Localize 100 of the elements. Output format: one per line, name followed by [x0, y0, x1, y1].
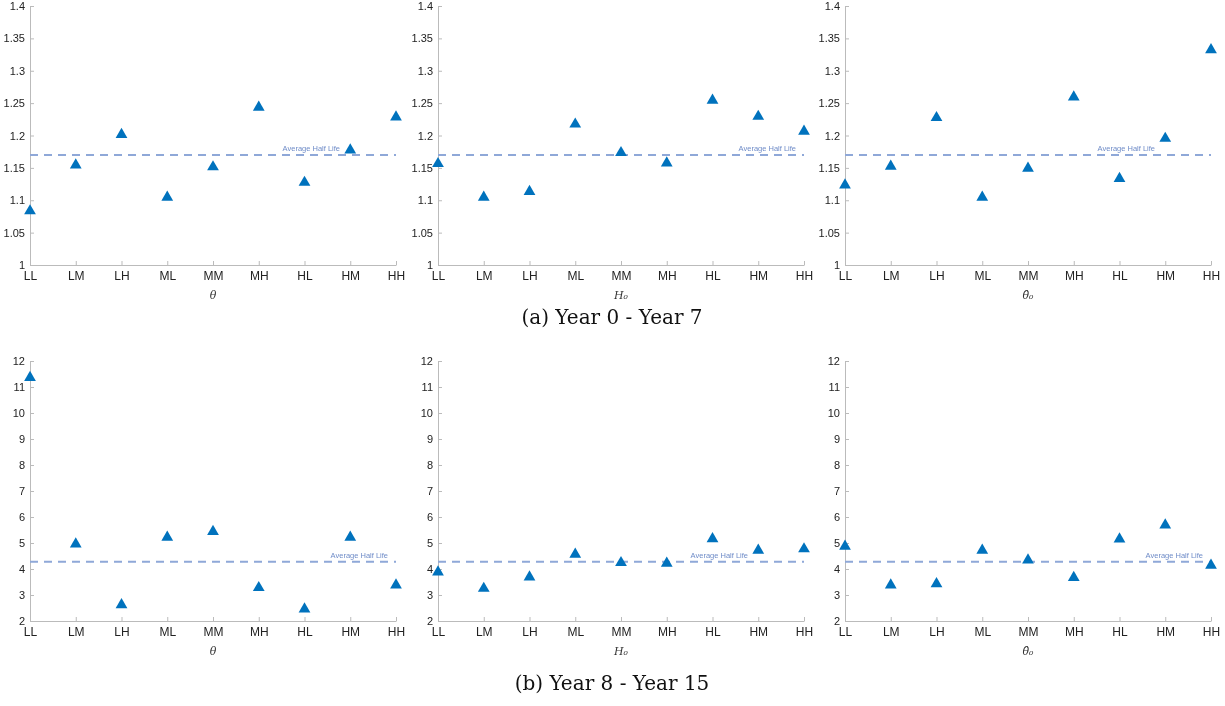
y-tick-label: 2	[426, 615, 433, 628]
x-tick-label: LH	[929, 624, 945, 639]
x-tick-label: HL	[705, 268, 721, 283]
y-tick-label: 6	[426, 511, 433, 524]
y-tick-label: 1.1	[417, 194, 433, 207]
y-tick-label: 1.2	[417, 129, 433, 142]
y-tick-label: 9	[833, 433, 840, 446]
x-tick-label: LM	[475, 268, 493, 283]
x-tick-label: ML	[159, 268, 177, 283]
y-tick-label: 3	[18, 589, 25, 602]
x-tick-label: HL	[1112, 624, 1128, 639]
y-tick-label: 1.2	[824, 129, 840, 142]
x-tick-label: LL	[838, 624, 853, 639]
y-tick-label: 4	[833, 563, 840, 576]
x-tick-label: LL	[431, 268, 446, 283]
y-tick-label: 1.4	[9, 0, 25, 13]
x-tick-label: LL	[838, 268, 853, 283]
x-tick-label: HH	[387, 624, 406, 639]
x-axis-title: θ̂₀	[1022, 645, 1035, 658]
x-tick-label: MM	[611, 268, 632, 283]
x-tick-label: HH	[1202, 268, 1221, 283]
x-axis-title: H₀	[612, 289, 629, 302]
y-tick-label: 1.2	[9, 129, 25, 142]
x-tick-label: LH	[114, 268, 130, 283]
text: (a) Year 0 - Year 7	[521, 305, 703, 329]
x-axis-title: θ	[209, 645, 217, 658]
y-tick-label: 11	[828, 381, 840, 394]
x-tick-label: ML	[567, 268, 585, 283]
y-tick-label: 7	[426, 485, 433, 498]
y-tick-label: 12	[827, 355, 840, 368]
y-tick-label: 1.1	[9, 194, 25, 207]
y-tick-label: 1.25	[818, 97, 840, 110]
y-tick-label: 5	[833, 537, 840, 550]
x-tick-label: HM	[749, 624, 769, 639]
y-tick-label: 7	[833, 485, 840, 498]
y-tick-label: 2	[18, 615, 25, 628]
y-tick-label: 10	[827, 407, 840, 420]
y-tick-label: 1.15	[818, 161, 840, 174]
y-tick-label: 1.4	[417, 0, 433, 13]
x-tick-label: LM	[67, 624, 85, 639]
y-tick-label: 1.05	[411, 226, 433, 239]
y-tick-label: 1	[18, 259, 25, 272]
x-tick-label: ML	[567, 624, 585, 639]
y-tick-label: 2	[833, 615, 840, 628]
y-tick-label: 1.25	[3, 97, 25, 110]
y-tick-label: 1.25	[411, 97, 433, 110]
x-tick-label: MM	[203, 268, 224, 283]
x-tick-label: LM	[882, 268, 900, 283]
x-tick-label: LH	[522, 624, 538, 639]
x-tick-label: ML	[974, 268, 992, 283]
x-tick-label: HH	[795, 624, 814, 639]
x-tick-label: LH	[929, 268, 945, 283]
y-tick-label: 11	[13, 381, 25, 394]
x-tick-label: HL	[705, 624, 721, 639]
x-tick-label: LM	[67, 268, 85, 283]
y-tick-label: 1.05	[3, 226, 25, 239]
x-tick-label: HL	[297, 268, 313, 283]
x-tick-label: HM	[1156, 624, 1176, 639]
y-tick-label: 1.35	[3, 32, 25, 45]
x-tick-label: LL	[23, 268, 38, 283]
x-tick-label: MM	[611, 624, 632, 639]
y-tick-label: 4	[426, 563, 433, 576]
x-axis-title: H₀	[612, 645, 629, 658]
y-tick-label: 1.35	[818, 32, 840, 45]
x-tick-label: MM	[1018, 268, 1039, 283]
x-tick-label: MH	[1064, 268, 1084, 283]
x-tick-label: ML	[974, 624, 992, 639]
x-tick-label: LH	[114, 624, 130, 639]
x-axis-title: θ̂₀	[1022, 289, 1035, 302]
y-tick-label: 10	[12, 407, 25, 420]
y-tick-label: 5	[426, 537, 433, 550]
text: (b) Year 8 - Year 15	[514, 671, 710, 695]
x-tick-label: ML	[159, 624, 177, 639]
y-tick-label: 4	[18, 563, 25, 576]
x-tick-label: LL	[431, 624, 446, 639]
x-tick-label: HM	[341, 624, 361, 639]
y-tick-label: 10	[420, 407, 433, 420]
y-tick-label: 3	[426, 589, 433, 602]
y-tick-label: 1	[833, 259, 840, 272]
x-tick-label: LH	[522, 268, 538, 283]
x-tick-label: MH	[1064, 624, 1084, 639]
x-tick-label: MH	[657, 624, 677, 639]
y-tick-label: 6	[833, 511, 840, 524]
y-tick-label: 8	[18, 459, 25, 472]
y-tick-label: 1.1	[824, 194, 840, 207]
x-tick-label: LM	[475, 624, 493, 639]
y-tick-label: 1.4	[824, 0, 840, 13]
y-tick-label: 9	[18, 433, 25, 446]
y-tick-label: 3	[833, 589, 840, 602]
x-tick-label: LM	[882, 624, 900, 639]
x-tick-label: MM	[1018, 624, 1039, 639]
x-tick-label: LL	[23, 624, 38, 639]
x-tick-label: MH	[249, 268, 269, 283]
y-tick-label: 12	[12, 355, 25, 368]
y-tick-label: 6	[18, 511, 25, 524]
x-tick-label: HH	[387, 268, 406, 283]
y-tick-label: 9	[426, 433, 433, 446]
x-tick-label: MH	[249, 624, 269, 639]
x-tick-label: HM	[1156, 268, 1176, 283]
y-tick-label: 1	[426, 259, 433, 272]
